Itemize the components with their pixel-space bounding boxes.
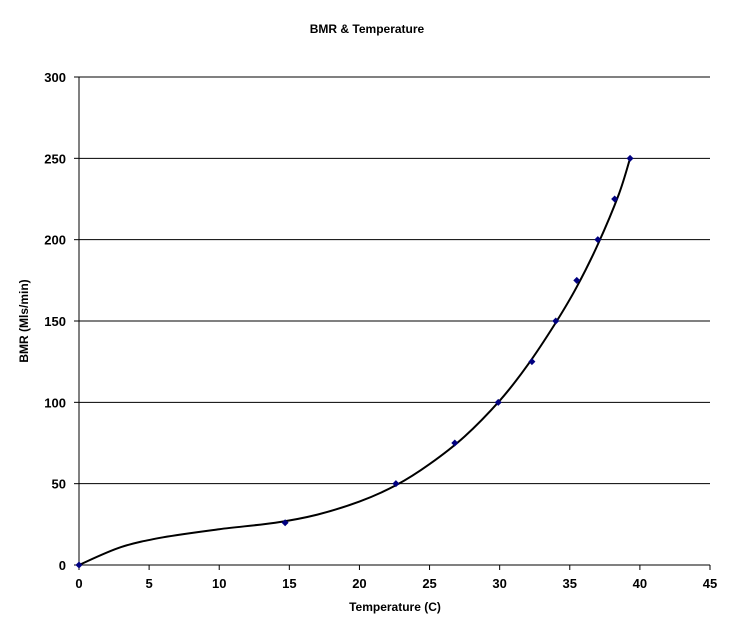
- y-axis-label: BMR (Mls/min): [17, 279, 31, 362]
- x-axis-label: Temperature (C): [349, 600, 441, 614]
- data-points: [75, 154, 634, 569]
- y-tick-label: 200: [44, 233, 66, 248]
- x-tick-label: 45: [703, 576, 717, 591]
- x-tick-label: 30: [492, 576, 506, 591]
- y-tick-label: 50: [52, 477, 66, 492]
- y-axis-ticks: 0 50 100 150 200 250 300: [44, 70, 79, 573]
- trendline-group: [78, 157, 632, 566]
- grid-lines: [79, 76, 710, 485]
- y-tick-label: 0: [59, 558, 66, 573]
- x-tick-label: 10: [212, 576, 226, 591]
- data-point: [494, 398, 502, 406]
- y-tick-label: 250: [44, 151, 66, 166]
- x-tick-label: 35: [563, 576, 577, 591]
- x-axis-ticks: 0 5 10 15 20 25 30 35 40 45: [75, 565, 717, 591]
- data-point: [552, 317, 560, 325]
- data-point: [626, 154, 634, 162]
- data-point: [573, 276, 581, 284]
- x-tick-label: 40: [633, 576, 647, 591]
- trendline: [78, 157, 632, 566]
- data-point: [281, 519, 289, 527]
- data-point: [611, 195, 619, 203]
- data-point: [528, 358, 536, 366]
- data-point: [594, 236, 602, 244]
- y-tick-label: 300: [44, 70, 66, 85]
- data-point: [392, 480, 400, 488]
- y-tick-label: 150: [44, 314, 66, 329]
- x-tick-label: 20: [352, 576, 366, 591]
- y-tick-label: 100: [44, 395, 66, 410]
- chart-title: BMR & Temperature: [310, 22, 425, 36]
- x-tick-label: 0: [75, 576, 82, 591]
- data-point: [75, 561, 83, 569]
- x-tick-label: 5: [145, 576, 152, 591]
- x-tick-label: 15: [282, 576, 296, 591]
- data-point: [451, 439, 459, 447]
- x-tick-label: 25: [422, 576, 436, 591]
